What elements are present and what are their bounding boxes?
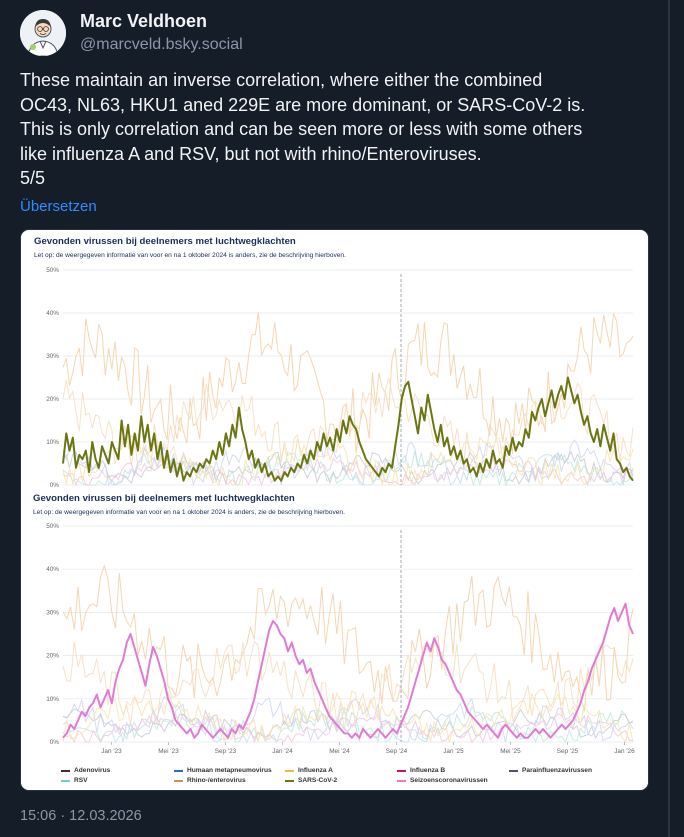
y-tick-label: 50%: [46, 267, 59, 274]
post-text-line: like influenza A and RSV, but not with r…: [20, 143, 482, 164]
author-display-name[interactable]: Marc Veldhoen: [80, 11, 208, 31]
post-text: These maintain an inverse correlation, w…: [20, 68, 660, 191]
y-tick-label: 10%: [46, 696, 59, 703]
legend-label: SARS-CoV-2: [298, 777, 338, 784]
x-tick-label: Mei '24: [329, 748, 350, 755]
avatar[interactable]: [20, 10, 66, 56]
legend-label: Humaan metapneumovirus: [187, 767, 272, 774]
legend-label: Rhino-/enterovirus: [187, 777, 246, 784]
y-tick-label: 20%: [46, 396, 59, 403]
background-series-line: [62, 449, 634, 487]
legend-item: Adenovirus: [61, 767, 110, 774]
x-tick-label: Sep '23: [215, 748, 237, 755]
y-tick-label: 50%: [46, 523, 59, 530]
chart-top-svg: 0% 10% 20% 30% 40% 50%: [46, 267, 634, 487]
highlight-series-line: [62, 602, 634, 739]
x-tick-label: Mei '23: [158, 748, 179, 755]
background-series-line: [62, 708, 634, 743]
post-text-line: 5/5: [20, 168, 46, 188]
image-embed[interactable]: Gevonden virussen bij deelnemers met luc…: [20, 229, 649, 791]
y-tick-label: 30%: [46, 609, 59, 616]
legend-item: Rhino-/enterovirus: [174, 777, 246, 784]
post-text-line: OC43, NL63, HKU1 aned 229E are more domi…: [20, 94, 586, 115]
chart-bottom-svg: 0% 10% 20% 30% 40% 50% Jan '23 Mei '23 Sep '23 Ja…: [46, 523, 635, 755]
y-tick-label: 40%: [46, 310, 59, 317]
legend-item: Influenza A: [285, 767, 333, 774]
post-text-line: These maintain an inverse correlation, w…: [20, 70, 543, 90]
legend-label: Parainfluenzavirussen: [522, 767, 592, 774]
legend-swatch: [174, 769, 183, 772]
chart-subtitle: Let op: de weergegeven informatie van vo…: [33, 509, 345, 516]
background-series-line: [62, 690, 634, 744]
x-tick-label: Jan '23: [101, 748, 122, 755]
x-tick-label: Jan '26: [614, 748, 635, 755]
legend-label: Influenza B: [410, 767, 446, 774]
legend-label: Seizoenscoronavirussen: [410, 777, 488, 784]
legend-swatch: [397, 779, 406, 782]
chart-title: Gevonden virussen bij deelnemers met luc…: [34, 236, 296, 247]
legend-item: Seizoenscoronavirussen: [397, 777, 488, 784]
legend-swatch: [397, 769, 406, 772]
legend-label: RSV: [74, 777, 88, 784]
chart-subtitle: Let op: de weergegeven informatie van vo…: [34, 252, 346, 259]
chart-title: Gevonden virussen bij deelnemers met luc…: [33, 493, 295, 504]
legend-swatch: [285, 779, 294, 782]
legend-swatch: [285, 769, 294, 772]
y-tick-label: 20%: [46, 653, 59, 660]
legend-swatch: [61, 779, 70, 782]
background-series-line: [62, 638, 634, 730]
post-header: Marc Veldhoen @marcveld.bsky.social: [20, 10, 243, 56]
x-tick-label: Sep '24: [386, 748, 408, 755]
legend-item: SARS-CoV-2: [285, 777, 337, 784]
legend-swatch: [61, 769, 70, 772]
y-tick-label: 30%: [46, 353, 59, 360]
y-tick-label: 10%: [46, 439, 59, 446]
x-tick-label: Sep '25: [557, 748, 579, 755]
x-tick-label: Jan '25: [443, 748, 464, 755]
legend-swatch: [509, 769, 518, 772]
background-series-line: [62, 711, 634, 744]
chart-panel-bottom: Gevonden virussen bij deelnemers met luc…: [21, 486, 648, 790]
background-series-line: [62, 431, 634, 487]
translate-link[interactable]: Übersetzen: [20, 198, 97, 215]
x-tick-label: Jan '24: [272, 748, 293, 755]
background-series-line: [62, 564, 634, 712]
background-series-line: [62, 450, 634, 485]
x-tick-label: Mei '25: [500, 748, 521, 755]
y-tick-label: 0%: [50, 482, 60, 487]
post-text-line: This is only correlation and can be seen…: [20, 119, 583, 139]
legend-label: Influenza A: [298, 767, 333, 774]
highlight-series-line: [62, 376, 634, 482]
background-series-line: [62, 705, 634, 744]
avatar-illustration-icon: [20, 10, 66, 56]
post-timestamp[interactable]: 15:06 · 12.03.2026: [20, 808, 142, 824]
legend-item: Parainfluenzavirussen: [509, 767, 592, 774]
legend-label: Adenovirus: [74, 767, 111, 774]
legend-item: RSV: [61, 777, 88, 784]
chart-panel-top: Gevonden virussen bij deelnemers met luc…: [21, 230, 648, 487]
y-tick-label: 40%: [46, 566, 59, 573]
page-scrollbar[interactable]: [668, 0, 670, 837]
author-handle[interactable]: @marcveld.bsky.social: [80, 36, 243, 53]
y-tick-label: 0%: [50, 739, 60, 746]
legend-item: Humaan metapneumovirus: [174, 767, 272, 774]
legend-swatch: [174, 779, 183, 782]
background-series-line: [62, 454, 634, 487]
legend-item: Influenza B: [397, 767, 445, 774]
